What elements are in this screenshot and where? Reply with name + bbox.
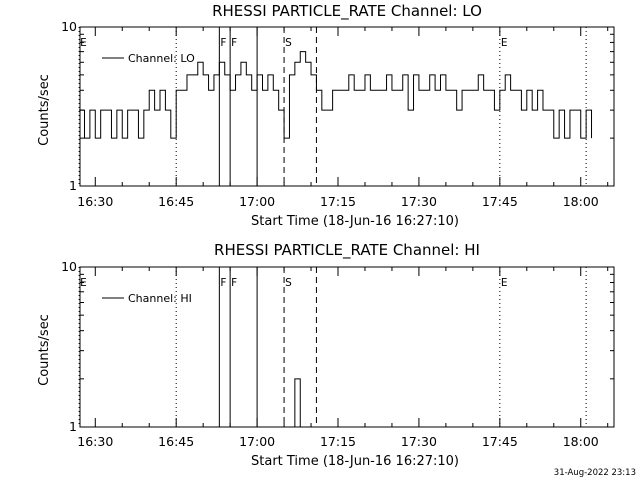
x-axis-label: Start Time (18-Jun-16 16:27:10) <box>251 454 459 469</box>
event-marker-label: F <box>220 37 226 49</box>
x-tick-label: 16:30 <box>77 434 113 449</box>
generation-timestamp: 31-Aug-2022 23:13 <box>554 468 636 478</box>
event-marker-label: E <box>80 277 87 289</box>
event-marker-label: E <box>80 37 87 49</box>
y-tick-label: 10 <box>61 259 77 274</box>
event-marker-label: F <box>231 277 237 289</box>
event-marker-label: E <box>501 37 508 49</box>
y-tick-label: 10 <box>61 19 77 34</box>
chart-title: RHESSI PARTICLE_RATE Channel: LO <box>212 2 482 21</box>
event-marker-label: S <box>285 37 292 49</box>
x-axis-label: Start Time (18-Jun-16 16:27:10) <box>251 214 459 229</box>
plot-frame <box>79 266 615 428</box>
event-marker-label: F <box>220 277 226 289</box>
y-axis-label: Counts/sec <box>37 314 52 386</box>
x-tick-label: 18:00 <box>563 194 599 209</box>
x-tick-label: 17:15 <box>320 194 356 209</box>
x-tick-label: 17:45 <box>482 434 518 449</box>
x-tick-label: 16:45 <box>158 194 194 209</box>
x-tick-label: 17:30 <box>401 434 437 449</box>
series-line <box>79 51 593 139</box>
y-tick-label: 1 <box>69 419 77 434</box>
x-tick-label: 17:00 <box>239 194 275 209</box>
event-marker-label: F <box>231 37 237 49</box>
x-tick-label: 16:30 <box>77 194 113 209</box>
series-line <box>289 378 301 428</box>
x-tick-label: 18:00 <box>563 434 599 449</box>
x-tick-label: 17:15 <box>320 434 356 449</box>
x-tick-label: 17:00 <box>239 434 275 449</box>
event-marker-label: S <box>285 277 292 289</box>
legend-label: Channel: LO <box>128 52 195 65</box>
plot-frame <box>79 26 615 187</box>
x-tick-label: 17:45 <box>482 194 518 209</box>
y-axis-label: Counts/sec <box>37 74 52 146</box>
x-tick-label: 16:45 <box>158 434 194 449</box>
legend-label: Channel: HI <box>128 292 192 305</box>
x-tick-label: 17:30 <box>401 194 437 209</box>
chart-title: RHESSI PARTICLE_RATE Channel: HI <box>214 241 480 260</box>
y-tick-label: 1 <box>69 178 77 193</box>
event-marker-label: E <box>501 277 508 289</box>
